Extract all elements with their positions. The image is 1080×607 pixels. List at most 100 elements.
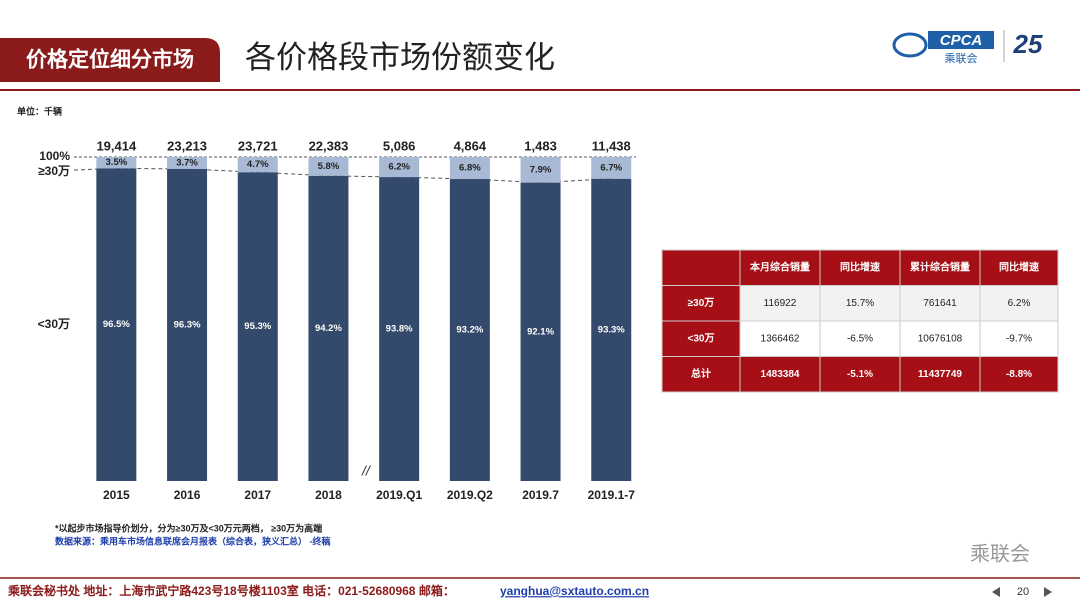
logo-box [928,31,994,49]
series-label: ≥30万 [38,164,70,178]
table-header: 本月综合销量 [750,260,810,273]
table-cell [819,320,901,357]
total-label: 5,086 [383,138,416,153]
table-cell [979,285,1059,322]
total-label: 4,864 [454,138,487,153]
data-label: 93.3% [598,324,625,335]
slide-title: 各价格段市场份额变化 [245,40,555,75]
share-line [116,167,612,184]
data-label: 96.5% [103,319,130,330]
section-box [0,38,220,82]
table-cell [661,285,741,322]
bar-segment [167,168,208,481]
x-tick-label: 2019.7 [522,488,559,502]
data-label: 7.9% [530,164,552,175]
logo-sub: 乘联会 [945,52,978,65]
table-cell [979,320,1059,357]
bar-segment [591,178,632,481]
prev-arrow[interactable] [992,587,1000,597]
y-tick-label: 100% [39,149,70,163]
table-text: 1483384 [761,369,800,380]
table-cell [979,356,1059,393]
data-label: 94.2% [315,323,342,334]
table-header: 同比增速 [840,260,880,273]
table-text: 11437749 [918,369,962,380]
bar-segment [237,157,278,173]
table-cell [819,285,901,322]
table-text: -5.1% [847,369,873,380]
bar-segment [449,157,490,180]
data-label: 6.8% [459,163,481,174]
table-cell [739,320,821,357]
axis-break: // [361,463,372,479]
total-label: 19,414 [96,138,137,153]
table-cell [661,356,741,393]
table-text: ≥30万 [688,297,715,309]
total-label: 23,213 [167,138,207,153]
data-label: 95.3% [244,321,271,332]
table-header: 同比增速 [999,260,1039,273]
table-text: -6.5% [847,333,873,344]
x-tick-label: 2016 [174,488,201,502]
table-cell [661,320,741,357]
anniversary-mark: 25 [1013,29,1043,59]
table-text: -8.8% [1006,369,1032,380]
data-label: 6.2% [388,162,410,173]
table-header: 累计综合销量 [910,260,970,273]
table-text: <30万 [688,332,715,344]
table-header-cell [819,249,901,286]
table-text: 1366462 [761,333,800,344]
watermark: 乘联会 [970,542,1030,565]
table-cell [899,285,981,322]
note: *以起步市场指导价划分，分为≥30万及<30万元两档， ≥30万为高端 [55,522,322,533]
bar-segment [308,157,349,176]
bar-segment [96,168,137,481]
data-label: 92.1% [527,326,554,337]
footer-email: yanghua@sxtauto.com.cn [500,584,649,598]
total-label: 22,383 [309,138,349,153]
series-label: <30万 [38,317,70,331]
x-tick-label: 2018 [315,488,342,502]
data-label: 3.7% [176,158,198,169]
total-label: 1,483 [524,138,557,153]
bar-segment [167,157,208,169]
table-header-corner [661,249,741,286]
x-tick-label: 2017 [244,488,271,502]
logo-mark [892,32,928,58]
data-label: 93.2% [456,325,483,336]
bar-segment [237,172,278,481]
table-text: 761641 [923,298,957,309]
table-cell [739,285,821,322]
total-label: 11,438 [592,138,631,153]
table-header-cell [739,249,821,286]
logo: CPCA [940,32,983,49]
source: 数据来源：乘用车市场信息联席会月报表（综合表，狭义汇总） -终稿 [55,535,331,546]
table-header-cell [979,249,1059,286]
data-label: 6.7% [600,162,622,173]
table-text: 总计 [691,367,711,380]
footer-address: 乘联会秘书处 地址：上海市武宁路423号18号楼1103室 电话：021-526… [7,583,455,598]
data-label: 4.7% [247,159,269,170]
page-number: 20 [1017,586,1029,598]
bar-segment [449,179,490,482]
bar-segment [520,182,561,481]
unit-label: 单位：千辆 [17,105,62,116]
bar-segment [591,157,632,179]
bar-segment [308,175,349,482]
table-cell [899,320,981,357]
bar-segment [520,157,561,183]
table-text: 15.7% [846,298,874,309]
x-tick-label: 2019.1-7 [588,488,636,502]
data-label: 93.8% [386,324,413,335]
next-arrow[interactable] [1044,587,1052,597]
bar-segment [379,177,420,481]
data-label: 5.8% [318,161,340,172]
x-tick-label: 2019.Q2 [447,488,493,502]
table-text: 10676108 [918,333,963,344]
table-cell [899,356,981,393]
x-tick-label: 2015 [103,488,130,502]
table-header-cell [899,249,981,286]
bar-segment [379,157,420,178]
data-label: 3.5% [106,157,128,168]
